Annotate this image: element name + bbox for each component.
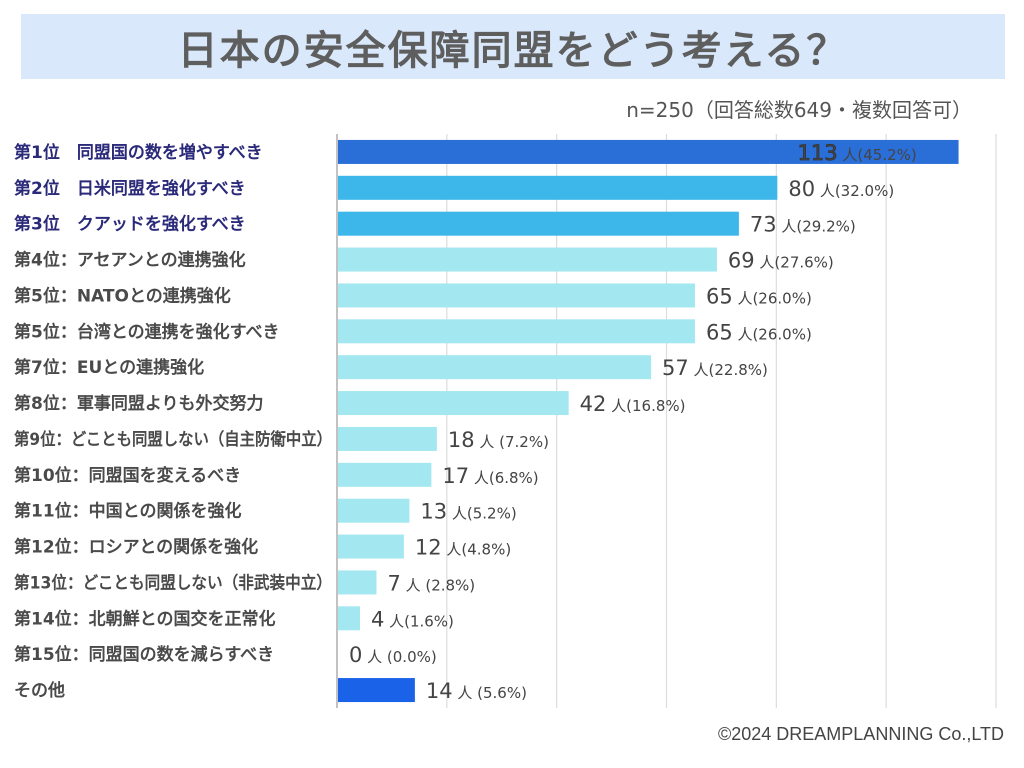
category-label: 第12位：ロシアとの関係を強化 <box>14 537 258 558</box>
category-label: 第5位：台湾との連携を強化すべき <box>14 321 279 342</box>
data-label: 65 人(26.0%) <box>706 284 812 308</box>
copyright-footer: ©2024 DREAMPLANNING Co.,LTD <box>717 724 1004 744</box>
bar <box>338 534 404 559</box>
bar <box>338 426 437 451</box>
category-label: 第8位：軍事同盟よりも外交努力 <box>14 393 264 414</box>
category-label: 第10位：同盟国を変えるべき <box>14 465 241 486</box>
category-label: 第3位 クアッドを強化すべき <box>14 214 246 235</box>
bar <box>338 391 569 416</box>
category-label: 第1位 同盟国の数を増やすべき <box>14 142 263 163</box>
bar <box>338 498 410 523</box>
category-label: 第4位：アセアンとの連携強化 <box>14 250 246 271</box>
title-band: 日本の安全保障同盟をどう考える？ <box>21 14 1005 79</box>
category-label: 第15位：同盟国の数を減らすべき <box>14 644 274 665</box>
data-label: 57 人(22.8%) <box>662 356 768 380</box>
bar <box>338 319 695 344</box>
bar <box>338 462 432 487</box>
category-label: 第7位：EUとの連携強化 <box>14 357 204 378</box>
data-label: 65 人(26.0%) <box>706 320 812 344</box>
category-label: 第9位：どことも同盟しない（自主防衛中立） <box>14 429 332 450</box>
bar <box>338 283 695 308</box>
bar <box>338 355 652 380</box>
bar <box>338 570 377 595</box>
data-label: 7 人 (2.8%) <box>387 571 475 595</box>
chart-subtitle: n=250（回答総数649・複数回答可） <box>626 98 972 122</box>
data-label: 80 人(32.0%) <box>788 177 894 201</box>
category-label: その他 <box>14 680 65 701</box>
bar <box>338 175 778 200</box>
bar <box>338 678 415 703</box>
data-label: 73 人(29.2%) <box>750 213 856 237</box>
bar <box>338 211 739 236</box>
data-label: 12 人(4.8%) <box>415 536 511 560</box>
category-label: 第5位：NATOとの連携強化 <box>14 285 231 306</box>
category-label: 第13位：どことも同盟しない（非武装中立） <box>14 572 332 593</box>
data-label: 4 人(1.6%) <box>371 607 454 631</box>
bar <box>338 139 959 164</box>
data-label: 13 人(5.2%) <box>420 500 516 524</box>
data-label: 113 人(45.2%) <box>798 141 917 165</box>
category-label: 第2位 日米同盟を強化すべき <box>14 178 246 199</box>
chart-title: 日本の安全保障同盟をどう考える？ <box>177 27 849 74</box>
bar <box>338 606 360 631</box>
category-label: 第14位：北朝鮮との国交を正常化 <box>14 608 276 629</box>
data-label: 17 人(6.8%) <box>442 464 538 488</box>
data-label: 18 人 (7.2%) <box>448 428 549 452</box>
bar <box>338 247 717 272</box>
data-label: 0 人 (0.0%) <box>349 643 437 667</box>
data-label: 14 人 (5.6%) <box>426 679 527 703</box>
data-label: 42 人(16.8%) <box>580 392 686 416</box>
category-label: 第11位：中国との関係を強化 <box>14 501 242 522</box>
data-label: 69 人(27.6%) <box>728 249 834 273</box>
